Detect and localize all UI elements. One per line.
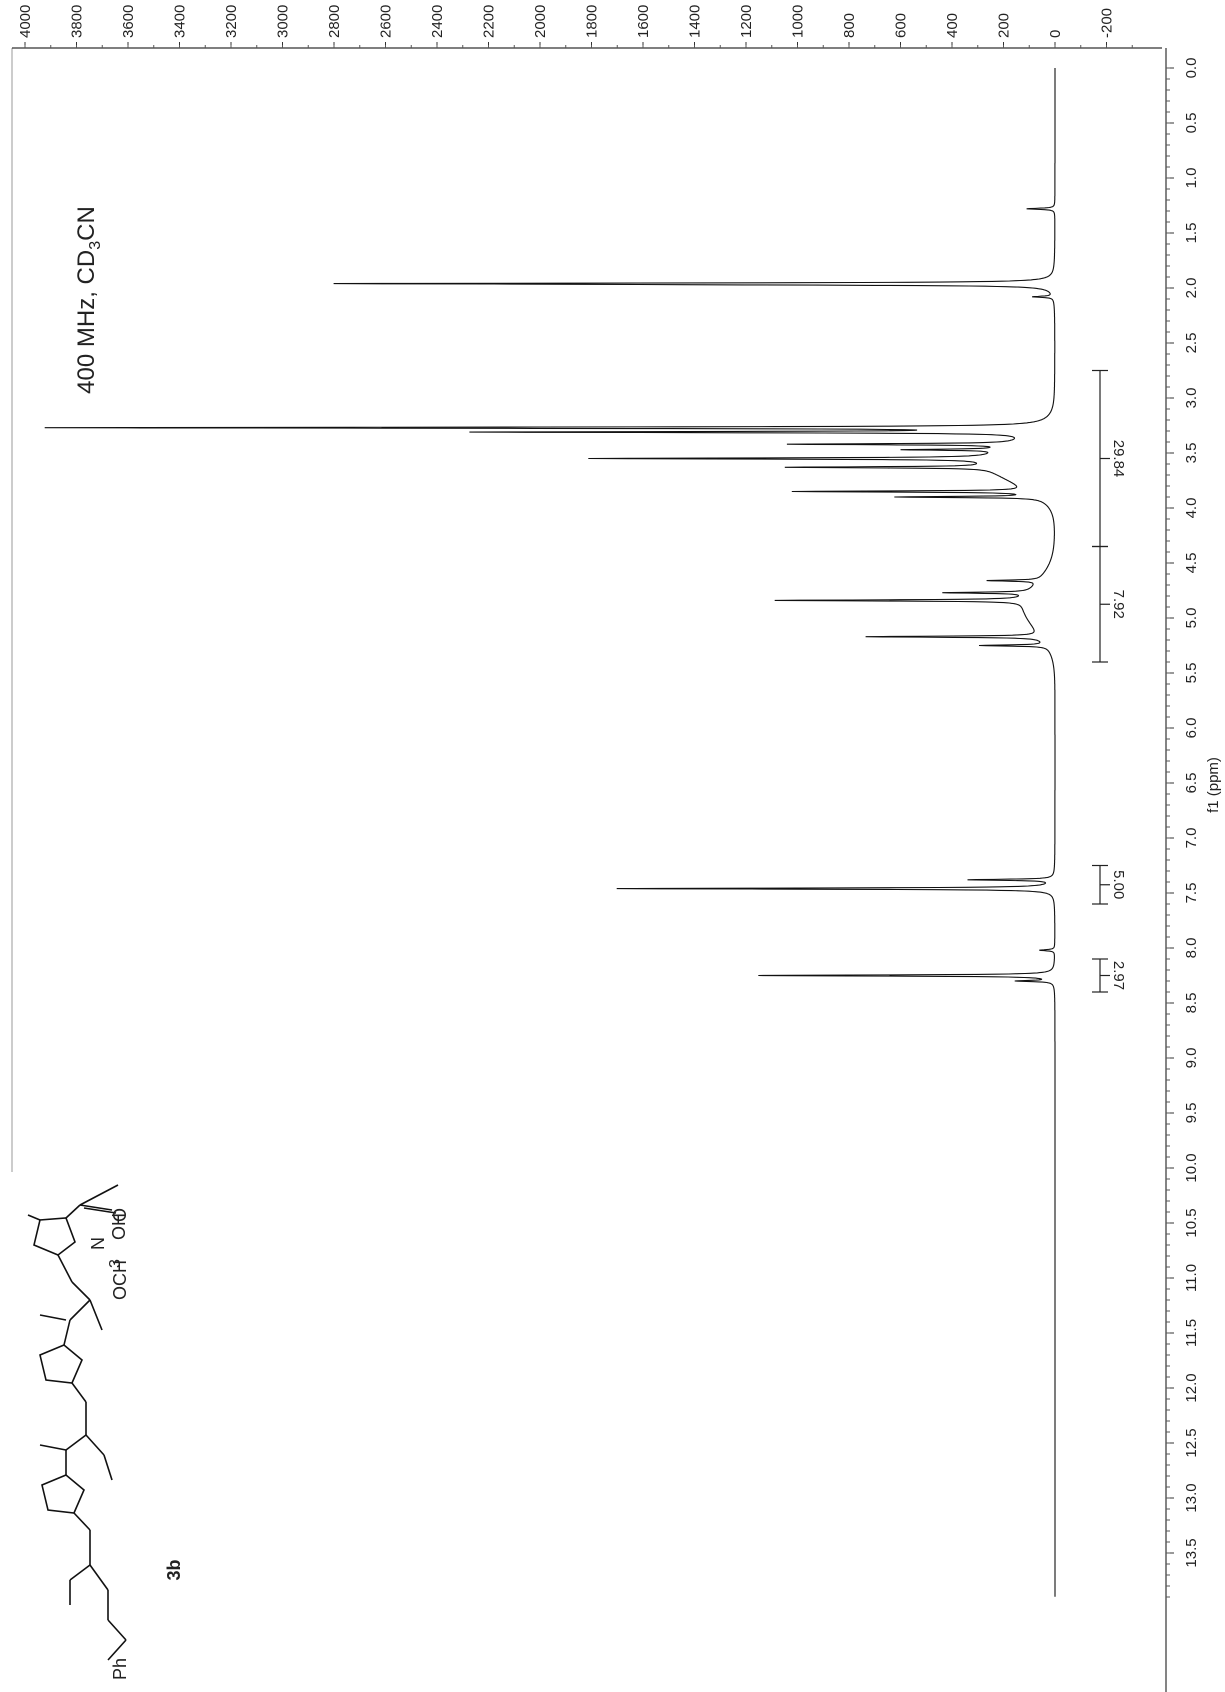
integral-label: 5.00 bbox=[1110, 870, 1127, 899]
spectrometer-annotation: 400 MHz, CD3CN bbox=[73, 206, 104, 394]
shift-tick-label: 8.0 bbox=[1183, 938, 1200, 959]
shift-tick-label: 0.0 bbox=[1183, 58, 1200, 79]
intensity-tick-label: 3400 bbox=[172, 5, 189, 38]
shift-tick-label: 10.0 bbox=[1183, 1153, 1200, 1182]
shift-tick-label: 13.0 bbox=[1183, 1483, 1200, 1512]
intensity-tick-label: 0 bbox=[1047, 30, 1064, 38]
intensity-tick-label: 400 bbox=[944, 13, 961, 38]
intensity-tick-label: 1000 bbox=[790, 5, 807, 38]
shift-tick-label: 5.0 bbox=[1183, 608, 1200, 629]
svg-text:OH: OH bbox=[109, 1213, 129, 1240]
intensity-tick-label: 3000 bbox=[275, 5, 292, 38]
svg-text:3b: 3b bbox=[164, 1559, 184, 1580]
intensity-tick-label: 2400 bbox=[429, 5, 446, 38]
shift-ticks: 0.0 0.5 1.0 1.5 2.0 2.5 3.0 3.5 4.0 4.5 5.0 5.5 6.0 6… bbox=[1166, 58, 1200, 1598]
shift-tick-label: 9.5 bbox=[1183, 1103, 1200, 1124]
shift-tick-label: 3.0 bbox=[1183, 388, 1200, 409]
shift-tick-label: 3.5 bbox=[1183, 443, 1200, 464]
shift-axis-label: f1 (ppm) bbox=[1205, 757, 1222, 813]
shift-tick-label: 8.5 bbox=[1183, 993, 1200, 1014]
intensity-tick-label: 3600 bbox=[120, 5, 137, 38]
shift-tick-label: 7.5 bbox=[1183, 883, 1200, 904]
intensity-ticks: 4000 3800 3600 3400 3200 3000 2800 2600 2400 2200… bbox=[17, 5, 1133, 48]
shift-tick-label: 12.0 bbox=[1183, 1373, 1200, 1402]
shift-tick-label: 5.5 bbox=[1183, 663, 1200, 684]
shift-tick-label: 7.0 bbox=[1183, 828, 1200, 849]
intensity-tick-label: 2200 bbox=[481, 5, 498, 38]
shift-tick-label: 11.5 bbox=[1183, 1319, 1200, 1347]
integral-label: 7.92 bbox=[1110, 590, 1127, 619]
integral-label: 2.97 bbox=[1110, 961, 1127, 990]
intensity-tick-label: 200 bbox=[996, 13, 1013, 38]
intensity-tick-label: 3800 bbox=[69, 5, 86, 38]
shift-tick-label: 10.5 bbox=[1183, 1208, 1200, 1237]
shift-tick-label: 4.0 bbox=[1183, 498, 1200, 519]
intensity-tick-label: 600 bbox=[893, 13, 910, 38]
integral-label: 29.84 bbox=[1110, 440, 1127, 478]
shift-tick-label: 9.0 bbox=[1183, 1048, 1200, 1069]
intensity-tick-label: -200 bbox=[1099, 8, 1116, 38]
shift-tick-label: 2.0 bbox=[1183, 278, 1200, 299]
svg-text:3: 3 bbox=[107, 1259, 124, 1268]
shift-axis: 0.0 0.5 1.0 1.5 2.0 2.5 3.0 3.5 4.0 4.5 5.0 5.5 6.0 6… bbox=[1165, 48, 1222, 1692]
intensity-tick-label: 4000 bbox=[17, 5, 34, 38]
shift-tick-label: 12.5 bbox=[1183, 1428, 1200, 1457]
svg-text:OCH: OCH bbox=[110, 1260, 130, 1300]
intensity-tick-label: 1800 bbox=[584, 5, 601, 38]
intensity-tick-label: 1400 bbox=[687, 5, 704, 38]
intensity-tick-label: 800 bbox=[841, 13, 858, 38]
intensity-tick-label: 2600 bbox=[378, 5, 395, 38]
svg-text:O: O bbox=[110, 1208, 130, 1222]
spectrum-trace bbox=[44, 68, 1056, 1597]
integrals: 29.84 7.92 5.00 2.97 bbox=[1092, 369, 1127, 993]
shift-tick-label: 2.5 bbox=[1183, 333, 1200, 354]
shift-tick-label: 6.0 bbox=[1183, 718, 1200, 739]
shift-tick-label: 4.5 bbox=[1183, 553, 1200, 574]
intensity-tick-label: 3200 bbox=[223, 5, 240, 38]
svg-text:N: N bbox=[88, 1237, 108, 1250]
shift-tick-label: 1.0 bbox=[1183, 168, 1200, 189]
intensity-tick-label: 1200 bbox=[738, 5, 755, 38]
intensity-axis: 4000 3800 3600 3400 3200 3000 2800 2600 2400 2200… bbox=[12, 5, 1162, 49]
structure-labels: OH O N OCH 3 Ph 3b bbox=[88, 1208, 184, 1680]
shift-tick-label: 0.5 bbox=[1183, 113, 1200, 134]
shift-tick-label: 11.0 bbox=[1183, 1264, 1200, 1292]
shift-tick-label: 13.5 bbox=[1183, 1538, 1200, 1567]
intensity-tick-label: 2800 bbox=[326, 5, 343, 38]
compound-structure bbox=[27, 1184, 127, 1661]
intensity-tick-label: 1600 bbox=[635, 5, 652, 38]
shift-tick-label: 1.5 bbox=[1183, 223, 1200, 244]
svg-text:Ph: Ph bbox=[110, 1658, 130, 1680]
intensity-tick-label: 2000 bbox=[532, 5, 549, 38]
shift-tick-label: 6.5 bbox=[1183, 773, 1200, 794]
